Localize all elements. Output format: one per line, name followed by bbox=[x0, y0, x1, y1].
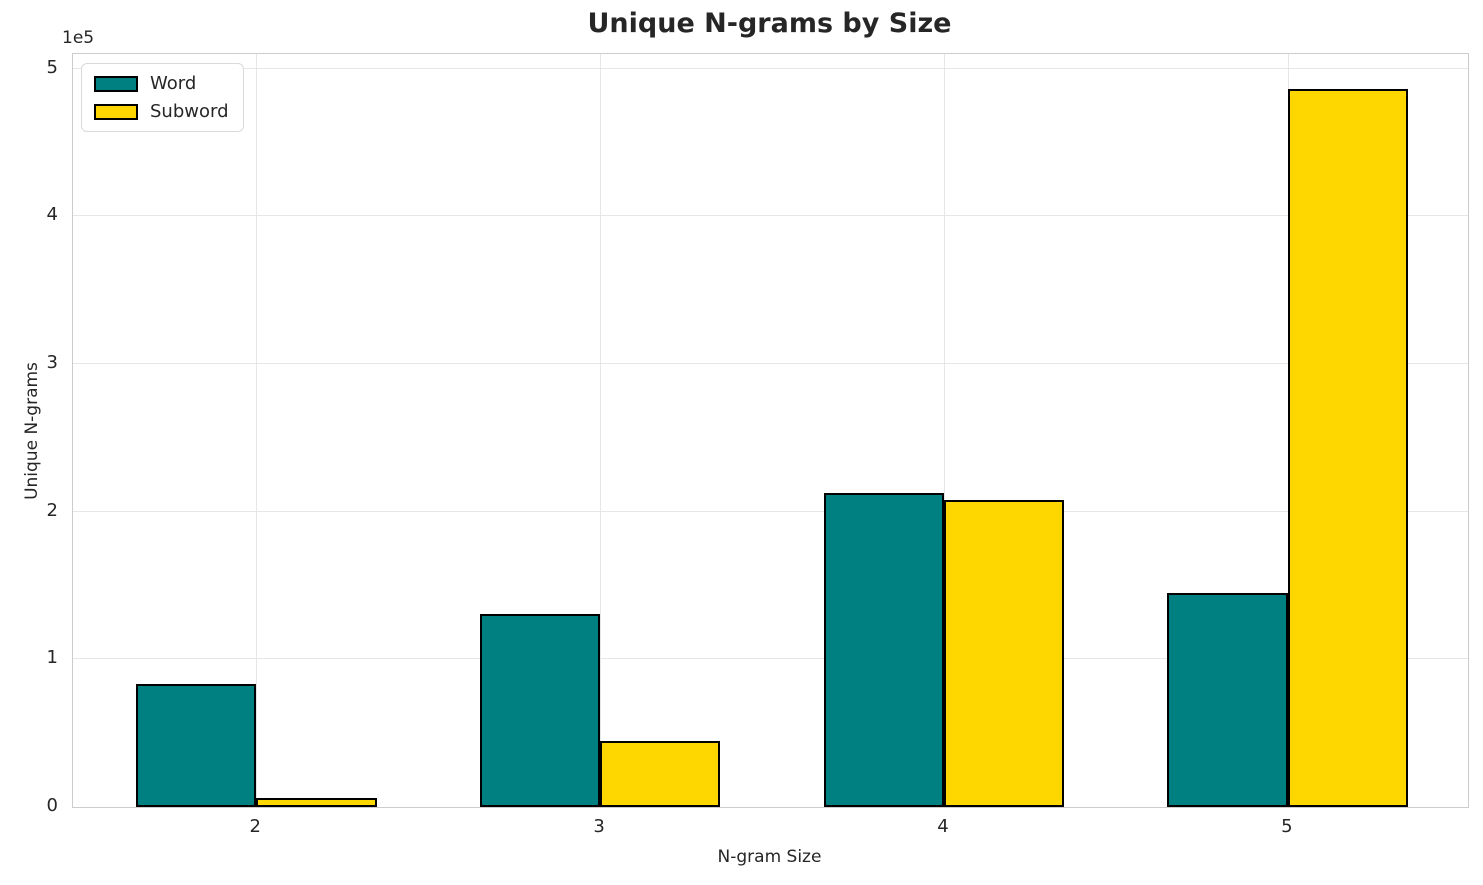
legend-swatch-subword bbox=[94, 103, 138, 120]
legend-label-subword: Subword bbox=[150, 101, 229, 122]
plot-area bbox=[72, 53, 1469, 808]
bar-word-5 bbox=[1167, 592, 1288, 807]
bar-word-4 bbox=[823, 492, 944, 807]
legend-label-word: Word bbox=[150, 73, 197, 94]
grid-line-h-2 bbox=[73, 510, 1468, 512]
bar-subword-3 bbox=[600, 740, 721, 807]
y-tick-label-5: 5 bbox=[46, 56, 58, 78]
grid-line-h-1 bbox=[73, 658, 1468, 660]
x-tick-label-2: 2 bbox=[249, 816, 261, 837]
x-tick-label-3: 3 bbox=[593, 816, 605, 837]
y-tick-label-3: 3 bbox=[46, 352, 58, 374]
chart-title: Unique N-grams by Size bbox=[587, 8, 952, 39]
grid-line-h-5 bbox=[73, 67, 1468, 69]
grid-line-h-3 bbox=[73, 363, 1468, 365]
grid-line-v-4 bbox=[943, 54, 945, 807]
y-axis-offset-text: 1e5 bbox=[62, 28, 95, 48]
legend-item-subword: Subword bbox=[94, 101, 229, 122]
legend: Word Subword bbox=[81, 63, 244, 132]
grid-line-v-2 bbox=[256, 54, 258, 807]
y-tick-label-2: 2 bbox=[46, 499, 58, 521]
x-tick-label-5: 5 bbox=[1281, 816, 1293, 837]
bar-subword-2 bbox=[256, 798, 377, 807]
bar-word-3 bbox=[479, 613, 601, 807]
x-tick-label-4: 4 bbox=[937, 816, 949, 837]
bar-subword-5 bbox=[1287, 89, 1409, 807]
y-tick-label-4: 4 bbox=[46, 204, 58, 226]
bar-subword-4 bbox=[943, 499, 1065, 807]
legend-swatch-word bbox=[94, 75, 138, 92]
bar-word-2 bbox=[135, 684, 257, 807]
y-tick-label-0: 0 bbox=[46, 795, 58, 816]
grid-line-v-3 bbox=[600, 54, 602, 807]
legend-item-word: Word bbox=[94, 73, 229, 94]
y-tick-label-1: 1 bbox=[46, 647, 58, 669]
x-axis-label: N-gram Size bbox=[717, 847, 822, 867]
grid-line-h-4 bbox=[73, 215, 1468, 217]
